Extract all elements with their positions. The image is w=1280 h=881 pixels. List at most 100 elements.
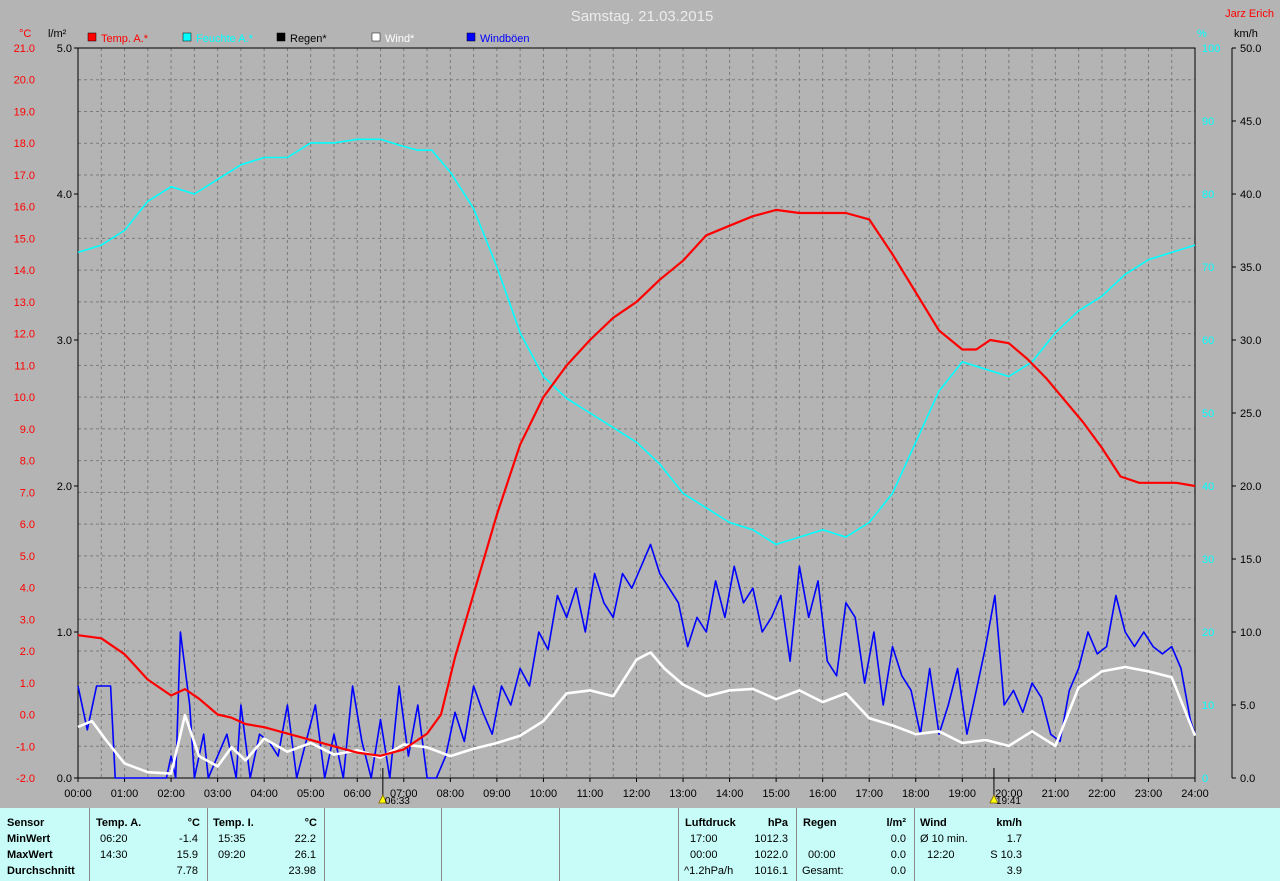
wind-avg10-label: Ø 10 min.: [920, 833, 968, 845]
wind-max-time: 12:20: [927, 849, 955, 861]
humidity-tick-label: 20: [1202, 627, 1214, 639]
series-line-wind: [77, 651, 1197, 775]
x-tick-label: 01:00: [111, 788, 139, 800]
temp-tick-label: 0.0: [20, 710, 35, 722]
wind-header: Wind: [920, 817, 947, 829]
wind-tick-label: 5.0: [1240, 700, 1255, 712]
sun-marker-icon: [378, 794, 388, 804]
temp-a-min-time: 06:20: [100, 833, 128, 845]
luftdruck-max-time: 00:00: [690, 849, 718, 861]
weather-chart: Samstag. 21.03.2015 Jarz Erich °C l/m² %…: [14, 8, 1274, 807]
x-tick-label: 07:00: [390, 788, 418, 800]
x-tick-label: 20:00: [995, 788, 1023, 800]
chart-axes: -2.0 -1.0 0.0 1.0 2.0 3.0 4.0 5.0 6.0 7.0 8.0 9.0 10…: [14, 43, 1262, 800]
author-label: Jarz Erich: [1225, 8, 1274, 20]
x-tick-label: 23:00: [1135, 788, 1163, 800]
chart-series: [77, 138, 1197, 779]
series-line-tempa: [77, 208, 1196, 757]
legend-label: Wind*: [385, 33, 415, 45]
temp-tick-label: 13.0: [14, 297, 35, 309]
humidity-tick-label: 80: [1202, 189, 1214, 201]
panel-divider: [914, 808, 915, 881]
legend-swatch: [182, 32, 192, 42]
luftdruck-header: Luftdruck: [685, 817, 736, 829]
temp-tick-label: 16.0: [14, 202, 35, 214]
wind-avg10-value: 1.7: [1006, 833, 1022, 845]
x-tick-label: 09:00: [483, 788, 511, 800]
wind-axis-unit: km/h: [1234, 28, 1258, 40]
temp-tick-label: 9.0: [20, 424, 35, 436]
luftdruck-min-value: 1012.3: [754, 833, 788, 845]
wind-tick-label: 35.0: [1240, 262, 1261, 274]
regen-total-label: Gesamt:: [802, 865, 844, 877]
temp-i-unit: °C: [304, 817, 317, 829]
humidity-tick-label: 60: [1202, 335, 1214, 347]
x-tick-label: 02:00: [157, 788, 185, 800]
temp-a-unit: °C: [187, 817, 200, 829]
summary-panel: Sensor MinWert MaxWert Durchschnitt Temp…: [0, 808, 1280, 881]
x-tick-label: 19:00: [949, 788, 977, 800]
wind-max-value: S 10.3: [990, 849, 1022, 861]
luftdruck-avg-value: 1016.1: [754, 865, 788, 877]
panel-divider: [441, 808, 442, 881]
temp-i-max-time: 09:20: [218, 849, 246, 861]
wind-tick-label: 45.0: [1240, 116, 1261, 128]
panel-divider: [678, 808, 679, 881]
humidity-tick-label: 70: [1202, 262, 1214, 274]
temp-tick-label: 17.0: [14, 170, 35, 182]
rain-tick-label: 5.0: [57, 43, 72, 55]
temp-i-max-value: 26.1: [294, 849, 316, 861]
temp-tick-label: 14.0: [14, 265, 35, 277]
temp-tick-label: 20.0: [14, 75, 35, 87]
temp-tick-label: 21.0: [14, 43, 35, 55]
x-tick-label: 08:00: [437, 788, 465, 800]
temp-tick-label: -1.0: [16, 741, 35, 753]
legend-label: Feuchte A.*: [196, 33, 254, 45]
temp-a-max-time: 14:30: [100, 849, 128, 861]
temp-tick-label: 19.0: [14, 106, 35, 118]
rain-tick-label: 2.0: [57, 481, 72, 493]
row-label-max: MaxWert: [7, 849, 53, 861]
temp-tick-label: -2.0: [16, 773, 35, 785]
x-tick-label: 24:00: [1181, 788, 1209, 800]
legend-swatch: [87, 32, 97, 42]
x-tick-label: 13:00: [669, 788, 697, 800]
temp-a-header: Temp. A.: [96, 817, 142, 829]
x-tick-label: 03:00: [204, 788, 232, 800]
temp-tick-label: 18.0: [14, 138, 35, 150]
temp-i-min-value: 22.2: [294, 833, 316, 845]
x-tick-label: 12:00: [623, 788, 651, 800]
legend-label: Regen*: [290, 33, 327, 45]
temp-i-min-time: 15:35: [218, 833, 246, 845]
legend-label: Temp. A.*: [101, 33, 149, 45]
regen-total-value: 0.0: [890, 865, 906, 877]
wind-tick-label: 20.0: [1240, 481, 1261, 493]
humidity-tick-label: 90: [1202, 116, 1214, 128]
row-label-min: MinWert: [7, 833, 51, 845]
luftdruck-min-time: 17:00: [690, 833, 718, 845]
x-tick-label: 14:00: [716, 788, 744, 800]
temp-tick-label: 3.0: [20, 614, 35, 626]
temp-tick-label: 1.0: [20, 678, 35, 690]
temp-tick-label: 11.0: [14, 360, 35, 372]
chart-title: Samstag. 21.03.2015: [571, 8, 714, 25]
x-tick-label: 16:00: [809, 788, 837, 800]
chart-legend: Temp. A.* Feuchte A.* Regen* Wind* Windböen: [87, 32, 530, 45]
temp-i-header: Temp. I.: [213, 817, 254, 829]
humidity-axis-unit: %: [1197, 28, 1207, 40]
legend-swatch: [276, 32, 286, 42]
humidity-tick-label: 40: [1202, 481, 1214, 493]
rain-tick-label: 4.0: [57, 189, 72, 201]
temp-tick-label: 12.0: [14, 329, 35, 341]
humidity-tick-label: 0: [1202, 773, 1208, 785]
regen-max-value: 0.0: [890, 849, 906, 861]
regen-first-value: 0.0: [890, 833, 906, 845]
wind-unit: km/h: [996, 817, 1022, 829]
temp-tick-label: 7.0: [20, 487, 35, 499]
legend-swatch: [371, 32, 381, 42]
x-tick-label: 11:00: [577, 788, 604, 800]
temp-tick-label: 5.0: [20, 551, 35, 563]
chart-grid: [77, 47, 1196, 779]
legend-label: Windböen: [480, 33, 530, 45]
x-tick-label: 21:00: [1042, 788, 1070, 800]
